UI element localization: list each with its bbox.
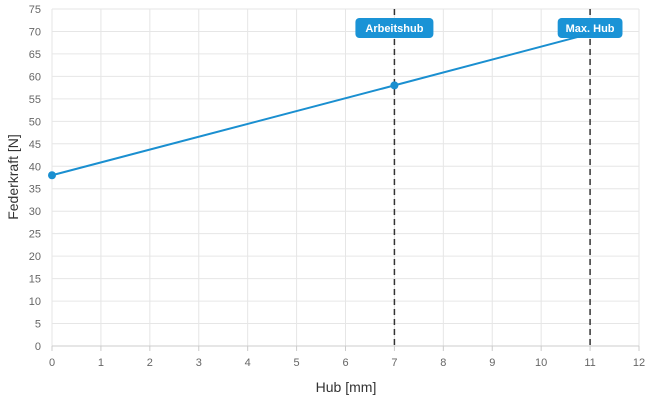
- x-tick-label: 0: [49, 357, 55, 369]
- y-tick-label: 10: [29, 296, 41, 308]
- x-tick-label: 4: [245, 357, 251, 369]
- y-tick-label: 70: [29, 26, 41, 38]
- y-tick-label: 30: [29, 206, 41, 218]
- x-tick-label: 1: [98, 357, 104, 369]
- y-axis-title: Federkraft [N]: [5, 134, 21, 220]
- y-tick-label: 55: [29, 94, 41, 106]
- x-tick-label: 7: [391, 357, 397, 369]
- data-point: [390, 81, 399, 90]
- y-tick-label: 35: [29, 184, 41, 196]
- x-tick-label: 9: [489, 357, 495, 369]
- y-tick-label: 15: [29, 274, 41, 286]
- y-tick-label: 50: [29, 116, 41, 128]
- marker-label-box: [557, 18, 623, 38]
- marker-label: Arbeitshub: [365, 23, 423, 35]
- y-tick-label: 5: [35, 319, 41, 331]
- marker-label-box: [355, 18, 434, 38]
- y-tick-labels: 0 5 10 15 20 25 30 35 40 45 50 55 60 65 70 75: [29, 4, 41, 353]
- axes: [51, 345, 640, 351]
- y-tick-label: 60: [29, 71, 41, 83]
- y-tick-label: 45: [29, 139, 41, 151]
- y-tick-label: 25: [29, 229, 41, 241]
- series-layer: [48, 32, 591, 180]
- y-tick-label: 20: [29, 251, 41, 263]
- x-tick-label: 12: [633, 357, 645, 369]
- marker-label: Max. Hub: [566, 23, 615, 35]
- x-tick-label: 6: [342, 357, 348, 369]
- x-tick-label: 8: [440, 357, 446, 369]
- vertical-markers: Arbeitshub Max. Hub: [355, 9, 623, 346]
- y-tick-label: 40: [29, 161, 41, 173]
- series-line: [51, 32, 591, 177]
- y-tick-label: 0: [35, 341, 41, 353]
- y-tick-label: 75: [29, 4, 41, 16]
- x-tick-label: 5: [294, 357, 300, 369]
- x-tick-label: 3: [196, 357, 202, 369]
- x-gridlines: [51, 9, 640, 346]
- x-axis-title: Hub [mm]: [316, 379, 377, 395]
- x-tick-label: 2: [147, 357, 153, 369]
- x-tick-label: 10: [535, 357, 547, 369]
- x-tick-label: 11: [584, 357, 595, 369]
- data-point: [48, 171, 56, 180]
- y-tick-label: 65: [29, 49, 41, 61]
- x-tick-labels: 0 1 2 3 4 5 6 7 8 9 10 11 12: [49, 357, 645, 369]
